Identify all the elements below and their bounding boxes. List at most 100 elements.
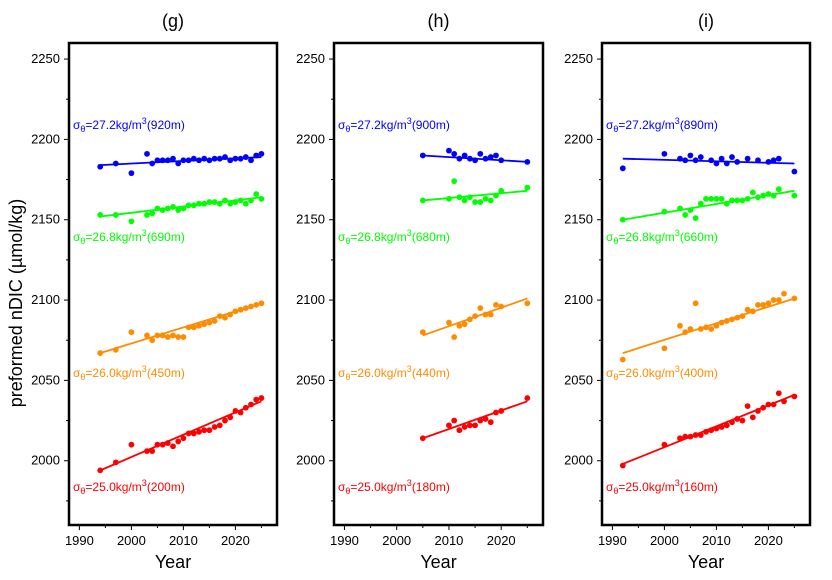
y-tick-label: 2150 (296, 212, 325, 227)
data-point (159, 157, 166, 164)
y-tick-label: 2050 (296, 372, 325, 387)
y-tick-label: 2200 (564, 131, 593, 146)
data-point (524, 184, 531, 191)
data-point (201, 200, 208, 207)
data-point (692, 432, 699, 438)
data-point (97, 163, 104, 170)
data-point (180, 205, 187, 212)
panel-g: (g) 1990 2000 2010 2020 2000 2050 2100 2150 2200 2… (31, 11, 279, 572)
data-point (170, 443, 176, 450)
data-point (524, 158, 531, 165)
data-point (253, 396, 260, 403)
data-point (708, 195, 715, 202)
data-point (112, 160, 119, 167)
data-point (258, 195, 265, 202)
data-point (242, 154, 249, 160)
data-point (739, 417, 746, 424)
series-label: σθ=25.0kg/m3(160m) (606, 478, 718, 496)
data-point (144, 332, 150, 339)
x-axis-title: Year (420, 552, 456, 572)
data-point (744, 155, 751, 162)
data-point (206, 427, 213, 434)
data-point (682, 329, 689, 336)
data-point (661, 441, 668, 448)
data-point (749, 414, 756, 421)
series-label: σθ=26.0kg/m3(450m) (73, 364, 185, 382)
data-point (227, 157, 234, 164)
data-point (697, 432, 704, 438)
data-point (697, 200, 704, 207)
series-label: σθ=26.8kg/m3(660m) (606, 228, 718, 246)
data-point (755, 301, 761, 308)
data-point (708, 157, 715, 164)
data-point (713, 160, 720, 167)
data-point (713, 322, 720, 329)
data-point (253, 191, 260, 197)
data-point (697, 154, 704, 160)
y-tick-label: 2250 (296, 51, 325, 66)
data-point (170, 203, 176, 210)
data-point (112, 346, 119, 353)
data-point (461, 321, 468, 328)
data-point (677, 155, 683, 162)
data-point (159, 441, 166, 448)
data-point (524, 300, 531, 307)
series-1: σθ=27.2kg/m3(900m) (338, 116, 531, 165)
data-point (451, 178, 458, 185)
y-tick-label: 2250 (31, 51, 60, 66)
y-tick-label: 2100 (31, 292, 60, 307)
data-point (97, 467, 104, 474)
data-point (419, 435, 426, 442)
data-point (222, 154, 228, 160)
data-point (196, 200, 202, 207)
data-point (128, 218, 135, 225)
data-point (159, 207, 166, 213)
data-point (154, 441, 161, 448)
data-point (487, 419, 494, 426)
data-point (775, 390, 782, 397)
data-point (196, 157, 202, 164)
data-point (144, 150, 150, 157)
series-label: σθ=27.2kg/m3(900m) (338, 116, 450, 134)
data-point (227, 414, 234, 421)
data-point (211, 155, 218, 162)
series-4: σθ=25.0kg/m3(180m) (338, 395, 531, 496)
data-point (739, 313, 746, 320)
data-point (446, 422, 452, 429)
data-point (419, 329, 426, 336)
data-point (729, 316, 735, 323)
data-point (164, 440, 171, 446)
data-point (677, 435, 683, 442)
data-point (482, 311, 489, 318)
data-point (682, 212, 689, 218)
x-tick-label: 2020 (487, 533, 516, 548)
data-point (232, 155, 239, 162)
y-tick-label: 2100 (296, 292, 325, 307)
data-point (190, 202, 197, 209)
data-point (677, 322, 683, 329)
data-point (791, 295, 798, 302)
series-4: σθ=25.0kg/m3(200m) (73, 395, 265, 496)
data-point (175, 160, 182, 167)
data-point (781, 290, 787, 297)
y-tick-label: 2200 (296, 131, 325, 146)
data-point (713, 195, 720, 202)
data-point (253, 301, 260, 308)
data-point (258, 150, 265, 157)
data-point (196, 428, 202, 435)
data-point (477, 305, 484, 311)
series-2: σθ=26.8kg/m3(660m) (606, 186, 798, 246)
data-point (729, 197, 735, 204)
data-point (755, 157, 761, 164)
x-tick-label: 2010 (702, 533, 731, 548)
data-point (242, 305, 249, 311)
data-point (744, 403, 751, 410)
data-point (493, 409, 499, 416)
x-axis-title: Year (155, 552, 191, 572)
x-tick-label: 1990 (330, 533, 359, 548)
data-point (775, 186, 782, 193)
data-point (760, 404, 767, 411)
data-point (456, 322, 463, 329)
data-point (661, 150, 668, 157)
